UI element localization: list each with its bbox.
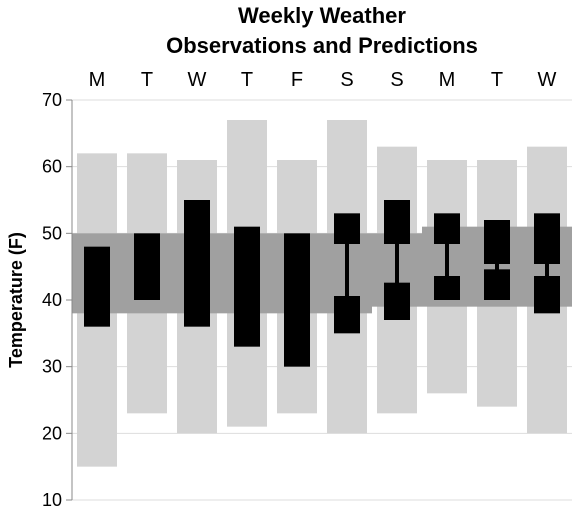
forecast-low-cap bbox=[334, 296, 360, 304]
forecast-low-cap bbox=[534, 276, 560, 284]
day-label: F bbox=[291, 69, 303, 91]
forecast-low-range bbox=[484, 273, 510, 300]
y-tick-label: 60 bbox=[42, 157, 62, 177]
day-label: S bbox=[340, 69, 353, 91]
y-tick-label: 20 bbox=[42, 423, 62, 443]
forecast-high-range bbox=[484, 220, 510, 260]
chart-title-line-1: Weekly Weather bbox=[238, 3, 406, 28]
forecast-low-cap bbox=[384, 282, 410, 291]
actual-range-bar bbox=[84, 246, 110, 327]
forecast-stem bbox=[545, 260, 549, 280]
forecast-stem bbox=[495, 260, 499, 274]
y-tick-label: 40 bbox=[42, 290, 62, 310]
forecast-low-cap bbox=[434, 276, 460, 284]
day-label: T bbox=[141, 69, 153, 91]
y-axis: 10 20 30 40 50 60 70 bbox=[42, 90, 73, 510]
day-label: W bbox=[538, 69, 557, 91]
forecast-stem bbox=[445, 240, 449, 280]
observed-bars bbox=[84, 200, 560, 367]
forecast-stem bbox=[345, 240, 349, 300]
forecast-high-range bbox=[384, 200, 410, 240]
forecast-high-cap bbox=[534, 256, 560, 264]
forecast-low-range bbox=[434, 280, 460, 300]
forecast-high-range bbox=[534, 213, 560, 260]
chart-title-line-2: Observations and Predictions bbox=[166, 33, 478, 58]
forecast-high-cap bbox=[334, 236, 360, 244]
actual-range-bar bbox=[234, 226, 260, 347]
forecast-high-cap bbox=[384, 236, 410, 244]
day-label: T bbox=[241, 69, 253, 91]
forecast-high-cap bbox=[484, 256, 510, 264]
day-label: W bbox=[188, 69, 207, 91]
forecast-high-cap bbox=[434, 236, 460, 244]
y-axis-title: Temperature (F) bbox=[6, 232, 26, 368]
forecast-high-range bbox=[334, 213, 360, 240]
day-label: T bbox=[491, 69, 503, 91]
forecast-low-range bbox=[334, 300, 360, 334]
forecast-stem bbox=[395, 240, 399, 287]
actual-range-bar bbox=[284, 233, 310, 367]
actual-range-bar bbox=[134, 233, 160, 300]
y-tick-label: 50 bbox=[42, 223, 62, 243]
forecast-high-range bbox=[434, 213, 460, 240]
forecast-low-range bbox=[534, 280, 560, 314]
forecast-low-cap bbox=[484, 269, 510, 278]
day-label: M bbox=[89, 69, 106, 91]
day-label: S bbox=[390, 69, 403, 91]
forecast-low-range bbox=[384, 286, 410, 320]
chart-title: Weekly Weather Observations and Predicti… bbox=[166, 3, 478, 58]
y-tick-label: 30 bbox=[42, 357, 62, 377]
actual-range-bar bbox=[184, 200, 210, 327]
y-tick-label: 70 bbox=[42, 90, 62, 110]
y-tick-label: 10 bbox=[42, 490, 62, 510]
day-label: M bbox=[439, 69, 456, 91]
